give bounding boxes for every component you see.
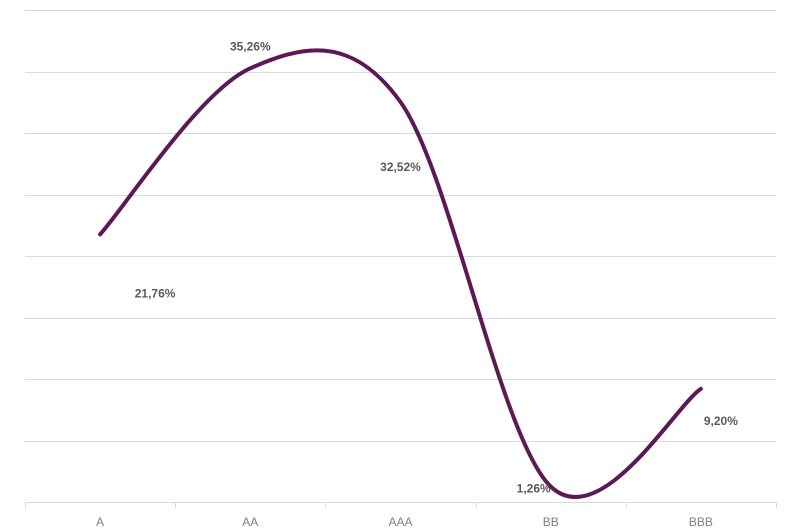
data-label: 9,20% (704, 414, 738, 428)
x-axis: A AA AAA BB BBB (25, 502, 777, 529)
x-tick-label: BB (543, 515, 559, 529)
x-tick-label: AAA (388, 515, 412, 529)
series-group (98, 48, 703, 499)
data-labels: 21,76% 35,26% 32,52% 1,26% 9,20% (135, 39, 738, 495)
x-tick-label: BBB (689, 515, 713, 529)
gridlines (25, 10, 776, 442)
data-label: 35,26% (230, 39, 271, 53)
series-line (98, 48, 703, 499)
data-label: 21,76% (135, 286, 176, 300)
x-tick-label: A (96, 515, 104, 529)
data-label: 1,26% (517, 482, 551, 496)
data-label: 32,52% (380, 160, 421, 174)
x-tick-label: AA (242, 515, 258, 529)
